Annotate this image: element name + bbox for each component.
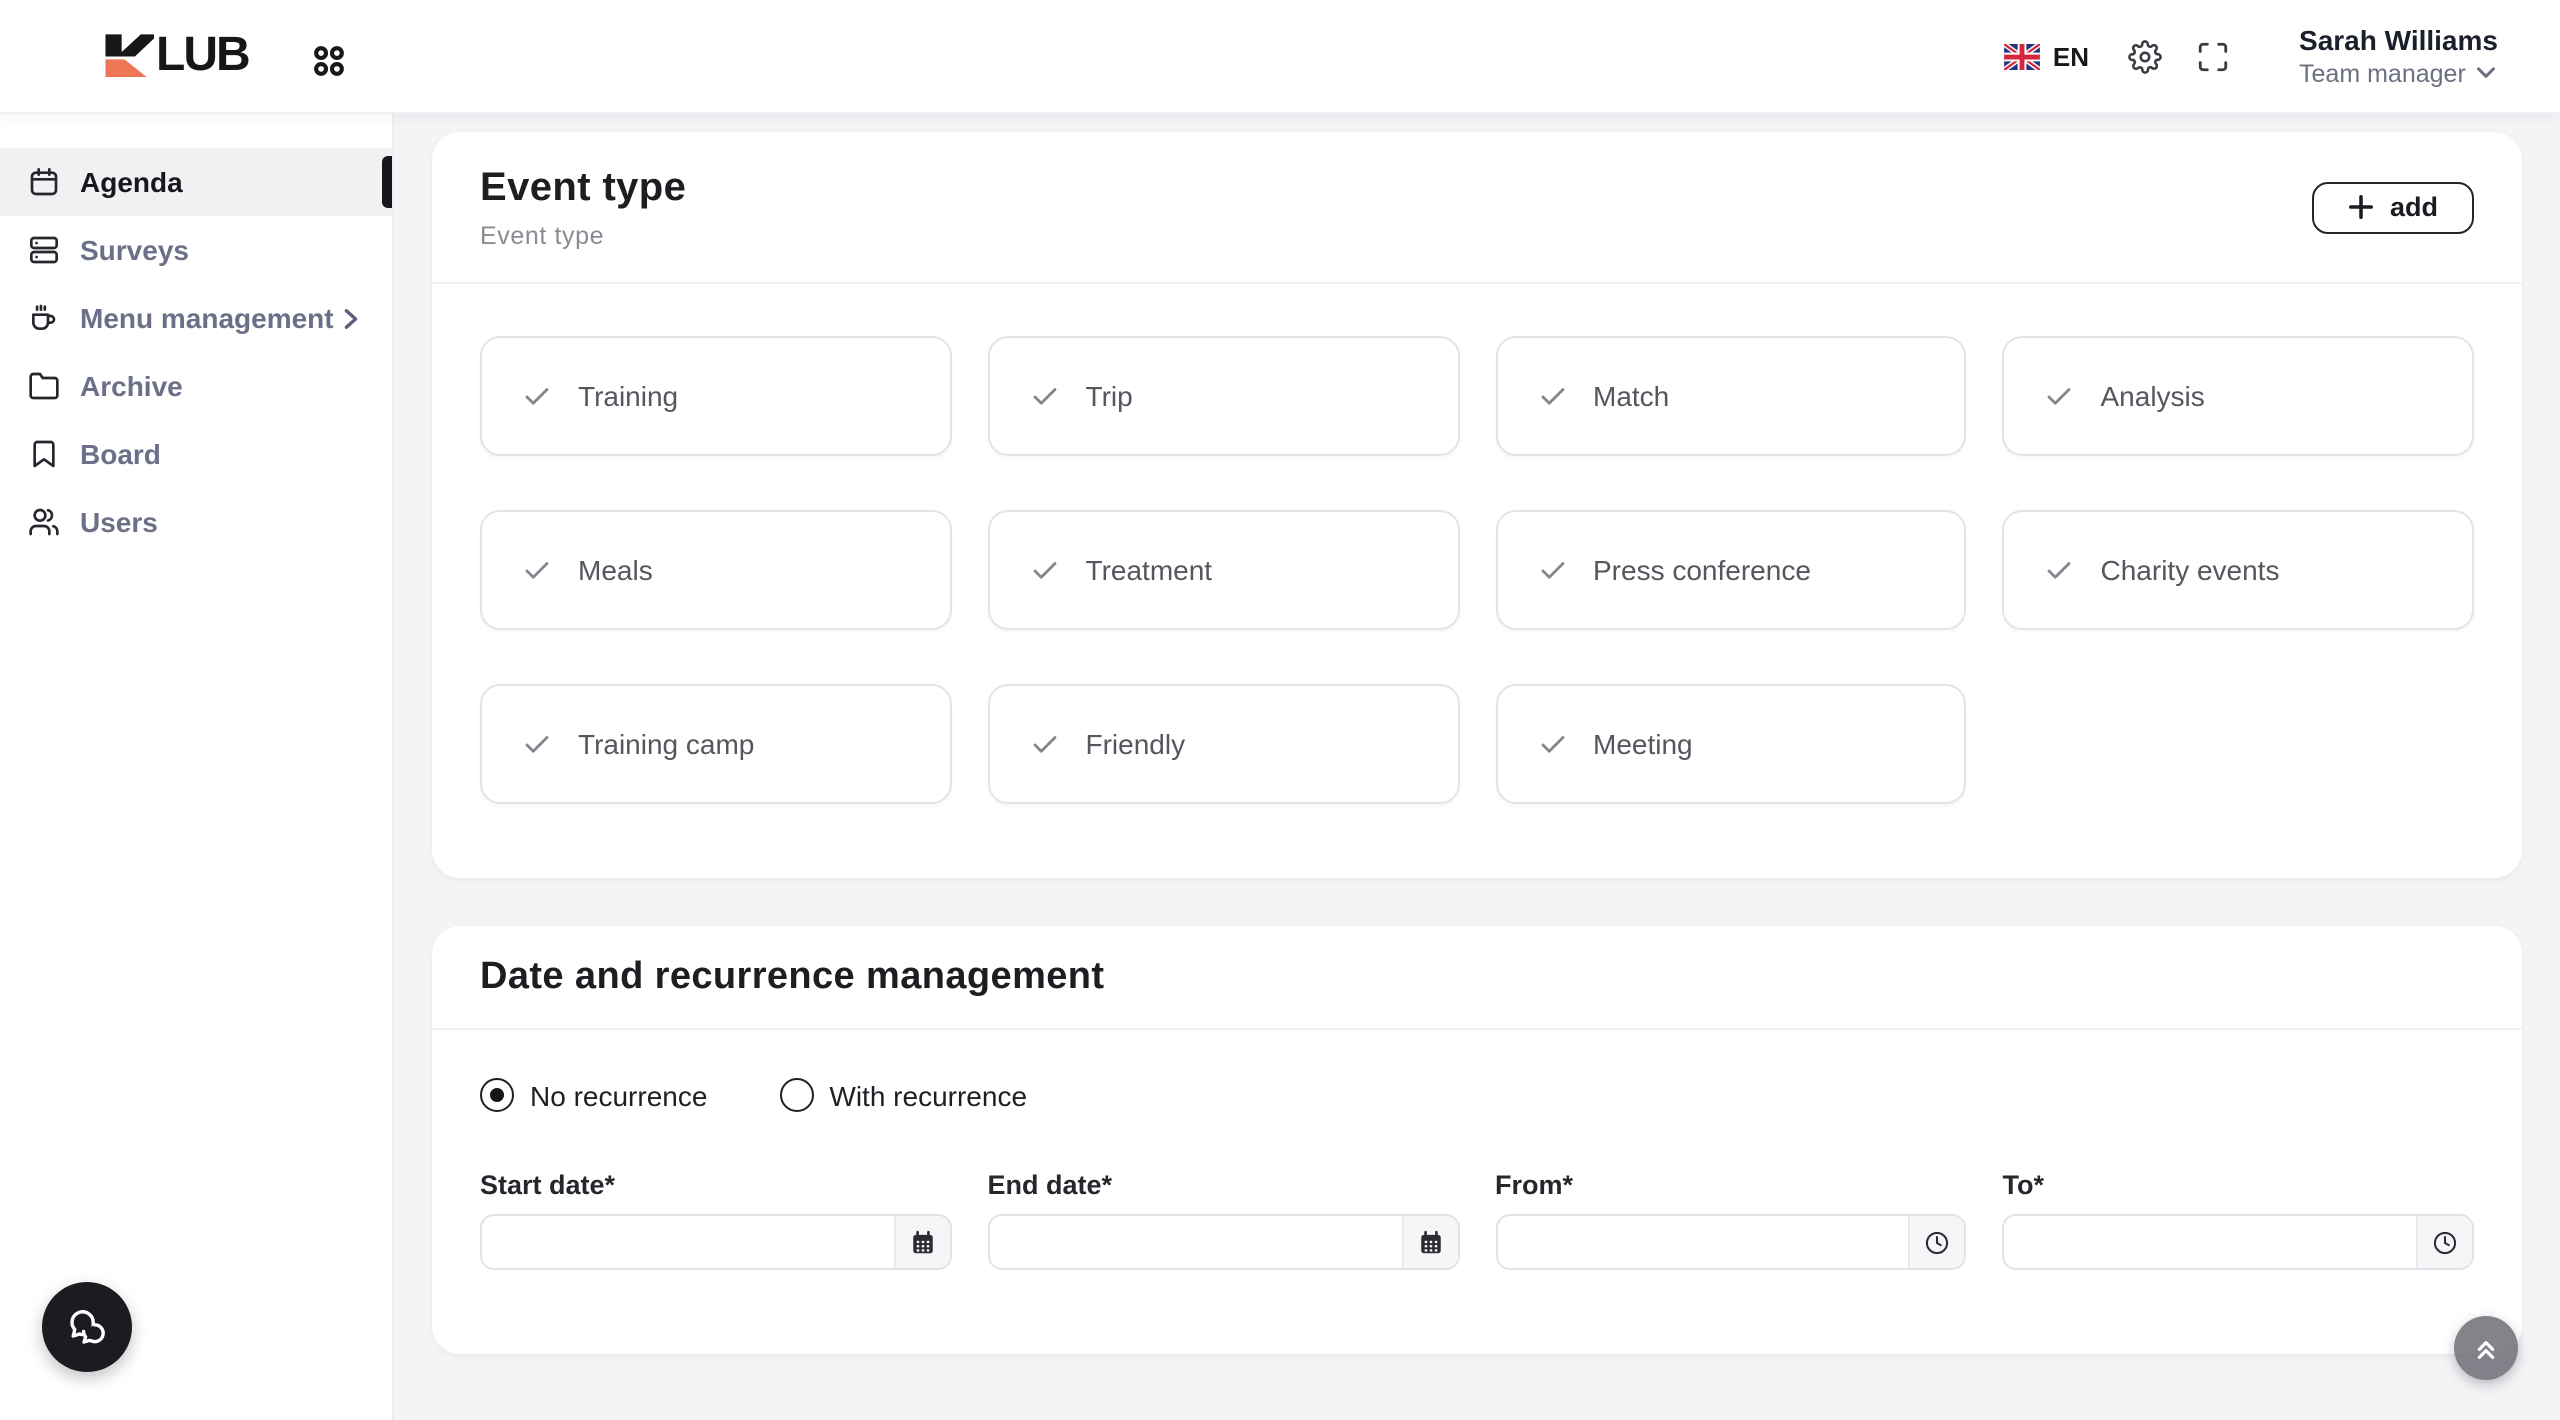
- sidebar-item-label: Menu management: [80, 302, 334, 334]
- start-date-field-group: Start date*: [480, 1170, 952, 1270]
- event-type-option[interactable]: Meeting: [1495, 684, 1967, 804]
- from-time-input[interactable]: [1497, 1216, 1909, 1268]
- event-type-option[interactable]: Treatment: [987, 510, 1459, 630]
- event-type-option[interactable]: Trip: [987, 336, 1459, 456]
- check-icon: [1030, 729, 1060, 759]
- to-time-field-group: To*: [2002, 1170, 2474, 1270]
- users-icon: [28, 506, 60, 538]
- topbar: LUB EN: [0, 0, 2560, 114]
- sidebar-item-surveys[interactable]: Surveys: [0, 216, 392, 284]
- to-time-input[interactable]: [2004, 1216, 2416, 1268]
- from-time-field-group: From*: [1495, 1170, 1967, 1270]
- clock-icon[interactable]: [1908, 1216, 1965, 1268]
- sidebar-item-menu-management[interactable]: Menu management: [0, 284, 392, 352]
- scroll-to-top-button[interactable]: [2454, 1316, 2518, 1380]
- clock-icon[interactable]: [2416, 1216, 2472, 1268]
- user-role: Team manager: [2299, 59, 2466, 87]
- start-date-label: Start date*: [480, 1170, 616, 1200]
- event-type-card-header: Event type Event type add: [432, 132, 2522, 284]
- uk-flag-icon: [2004, 43, 2041, 69]
- radio-icon: [480, 1078, 514, 1112]
- radio-no-recurrence[interactable]: No recurrence: [480, 1078, 707, 1112]
- main-content: Event type Event type add Training: [396, 114, 2560, 1420]
- radio-icon: [779, 1078, 814, 1112]
- event-type-options-grid: Training Trip Match Analysis Meals: [432, 284, 2522, 878]
- check-icon: [1030, 381, 1060, 411]
- add-button[interactable]: add: [2311, 181, 2474, 233]
- brand-logo[interactable]: LUB: [104, 28, 251, 82]
- end-date-field-group: End date*: [987, 1170, 1459, 1270]
- chevrons-up-icon: [2470, 1332, 2502, 1364]
- apps-grid-icon[interactable]: [306, 38, 352, 84]
- check-icon: [1030, 555, 1060, 585]
- radio-with-recurrence[interactable]: With recurrence: [779, 1078, 1027, 1112]
- calendar-icon[interactable]: [893, 1216, 950, 1268]
- event-type-option[interactable]: Analysis: [2002, 336, 2474, 456]
- check-icon: [1537, 729, 1567, 759]
- logo-text: LUB: [156, 28, 251, 82]
- check-icon: [1537, 381, 1567, 411]
- event-type-subtitle: Event type: [480, 221, 605, 249]
- chat-button[interactable]: [42, 1282, 132, 1372]
- end-date-input[interactable]: [989, 1216, 1401, 1268]
- user-name: Sarah Williams: [2299, 23, 2498, 55]
- event-type-title: Event type: [480, 165, 687, 209]
- check-icon: [522, 555, 552, 585]
- event-type-option[interactable]: Charity events: [2002, 510, 2474, 630]
- event-type-option[interactable]: Training: [480, 336, 952, 456]
- recurrence-card-header: Date and recurrence management: [432, 926, 2522, 1030]
- chevron-down-icon: [2476, 66, 2496, 80]
- gear-icon[interactable]: [2127, 39, 2161, 73]
- recurrence-title: Date and recurrence management: [480, 955, 1105, 997]
- plus-icon: [2348, 194, 2374, 220]
- start-date-input[interactable]: [482, 1216, 894, 1268]
- sidebar-item-users[interactable]: Users: [0, 488, 392, 556]
- sidebar-item-agenda[interactable]: Agenda: [0, 148, 392, 216]
- sidebar: Agenda Surveys Menu management: [0, 0, 394, 1420]
- user-menu[interactable]: Sarah Williams Team manager: [2299, 23, 2498, 89]
- recurrence-card: Date and recurrence management No recurr…: [432, 926, 2522, 1354]
- bookmark-icon: [28, 438, 60, 470]
- cup-icon: [28, 302, 60, 334]
- sidebar-item-label: Board: [80, 438, 161, 470]
- check-icon: [522, 729, 552, 759]
- recurrence-radio-group: No recurrence With recurrence: [480, 1078, 2474, 1112]
- from-label: From*: [1495, 1170, 1574, 1200]
- end-date-label: End date*: [987, 1170, 1113, 1200]
- check-icon: [2045, 381, 2075, 411]
- event-type-option[interactable]: Match: [1495, 336, 1967, 456]
- event-type-card: Event type Event type add Training: [432, 132, 2522, 878]
- to-label: To*: [2002, 1170, 2045, 1200]
- event-type-option[interactable]: Meals: [480, 510, 952, 630]
- language-switcher[interactable]: EN: [2004, 41, 2090, 71]
- topbar-right: EN Sarah Williams Team manager: [2004, 0, 2498, 112]
- surveys-stack-icon: [28, 234, 60, 266]
- event-type-option[interactable]: Training camp: [480, 684, 952, 804]
- event-type-option[interactable]: Friendly: [987, 684, 1459, 804]
- folder-icon: [28, 370, 60, 402]
- sidebar-item-label: Archive: [80, 370, 183, 402]
- check-icon: [522, 381, 552, 411]
- check-icon: [1537, 555, 1567, 585]
- language-label: EN: [2052, 41, 2090, 71]
- sidebar-item-archive[interactable]: Archive: [0, 352, 392, 420]
- chat-bubbles-icon: [63, 1303, 111, 1351]
- calendar-icon: [28, 166, 60, 198]
- fullscreen-icon[interactable]: [2195, 39, 2229, 73]
- calendar-icon[interactable]: [1401, 1216, 1457, 1268]
- sidebar-item-label: Users: [80, 506, 158, 538]
- date-fields-grid: Start date*: [480, 1170, 2474, 1270]
- sidebar-item-label: Surveys: [80, 234, 189, 266]
- event-type-option[interactable]: Press conference: [1495, 510, 1967, 630]
- sidebar-item-board[interactable]: Board: [0, 420, 392, 488]
- sidebar-item-label: Agenda: [80, 166, 183, 198]
- check-icon: [2045, 555, 2075, 585]
- logo-k-icon: [104, 30, 154, 80]
- chevron-right-icon: [342, 307, 360, 329]
